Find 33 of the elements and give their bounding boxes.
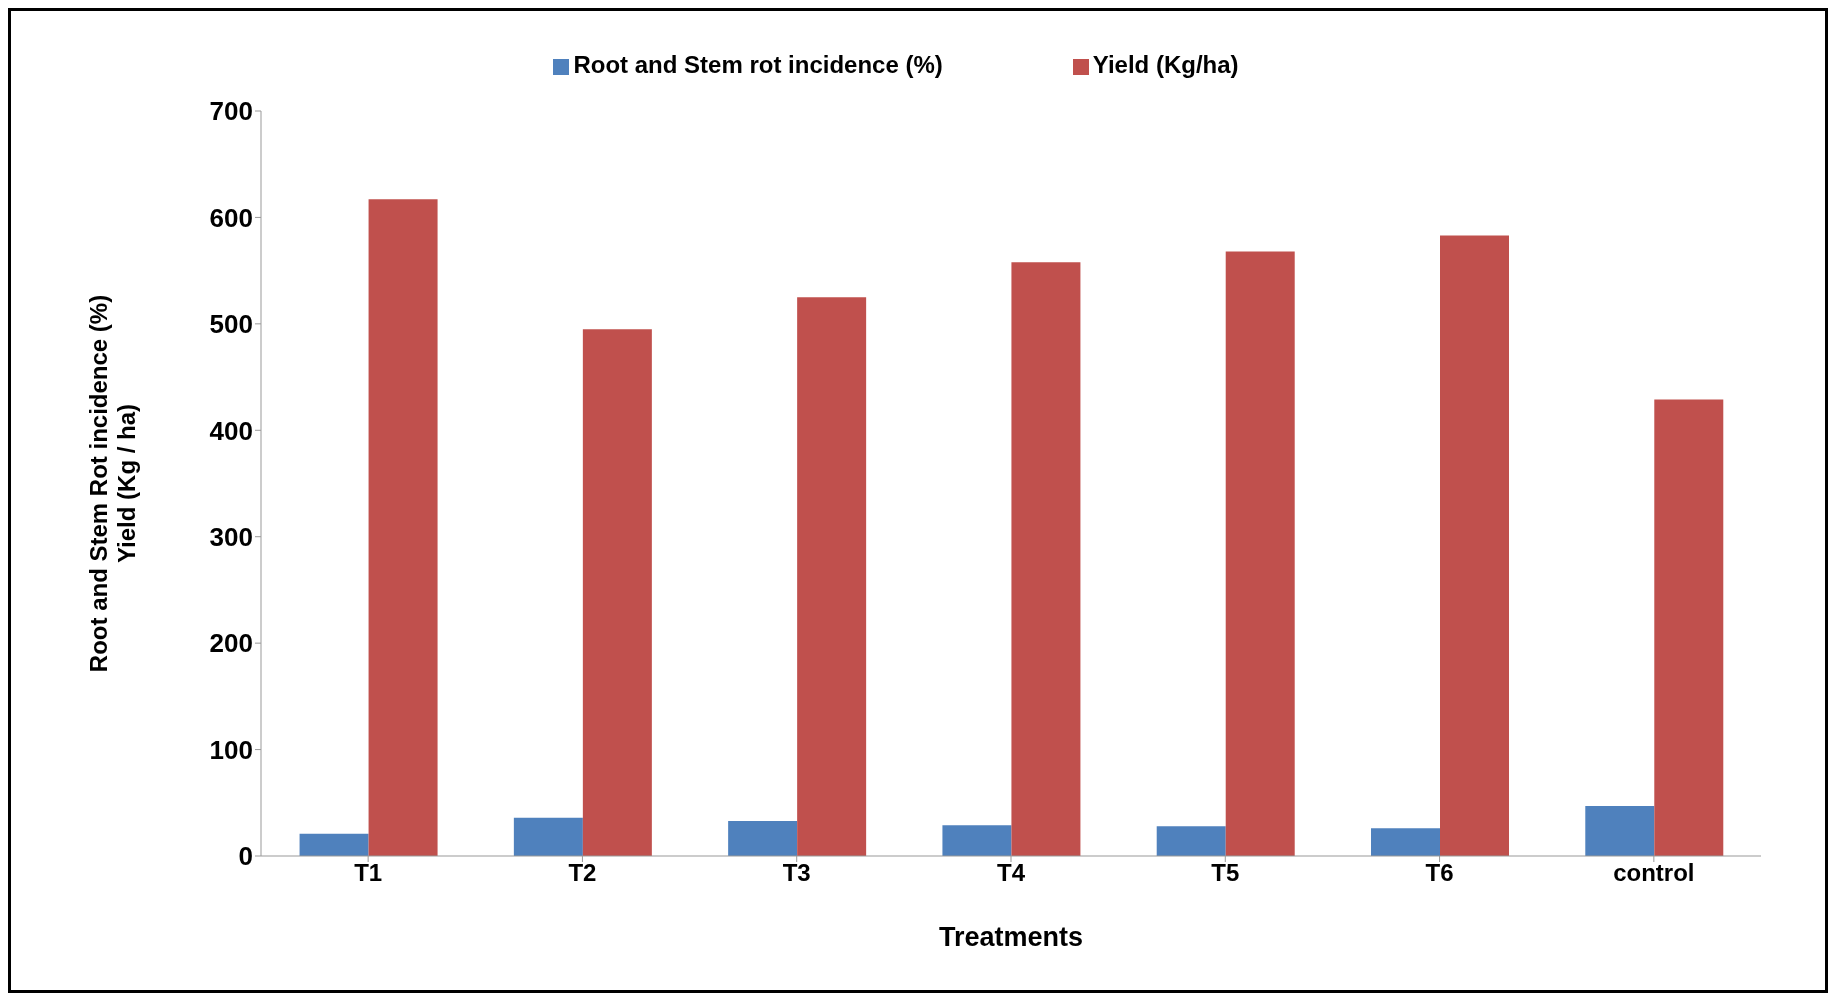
bar <box>797 297 867 856</box>
x-tick-label: T2 <box>568 859 597 887</box>
bar <box>1585 805 1655 856</box>
bar <box>942 825 1012 856</box>
y-tick-label: 100 <box>209 734 253 765</box>
y-tick-label: 600 <box>209 202 253 233</box>
y-tick-label: 300 <box>209 521 253 552</box>
x-tick-label: T3 <box>782 859 811 887</box>
x-tick-label: T4 <box>996 859 1026 887</box>
y-axis-title: Root and Stem Rot incidence (%) Yield (Kg / ha) <box>85 294 140 673</box>
x-tick-label: T1 <box>354 859 383 887</box>
bar <box>1225 251 1295 856</box>
bar <box>368 199 438 856</box>
bar <box>1011 262 1081 856</box>
x-tick-label: control <box>1613 859 1695 887</box>
y-tick-label: 700 <box>209 96 253 127</box>
x-tick-label: T6 <box>1425 859 1454 887</box>
y-tick-label: 400 <box>209 415 253 446</box>
y-tick-label: 200 <box>209 628 253 659</box>
y-tick-label: 0 <box>238 841 253 872</box>
bar <box>513 817 583 856</box>
bar <box>728 820 798 856</box>
bar <box>1654 399 1724 856</box>
bar <box>1440 235 1509 856</box>
bar <box>1371 828 1440 856</box>
y-tick-label: 500 <box>209 309 253 340</box>
x-tick-label: T5 <box>1211 859 1240 887</box>
bar <box>299 833 369 856</box>
legend-label: Yield (Kg/ha) <box>1092 51 1239 78</box>
legend-label: Root and Stem rot incidence (%) <box>573 51 943 78</box>
bar <box>582 329 652 856</box>
bar <box>1156 826 1226 856</box>
x-axis-title: Treatments <box>938 922 1084 952</box>
